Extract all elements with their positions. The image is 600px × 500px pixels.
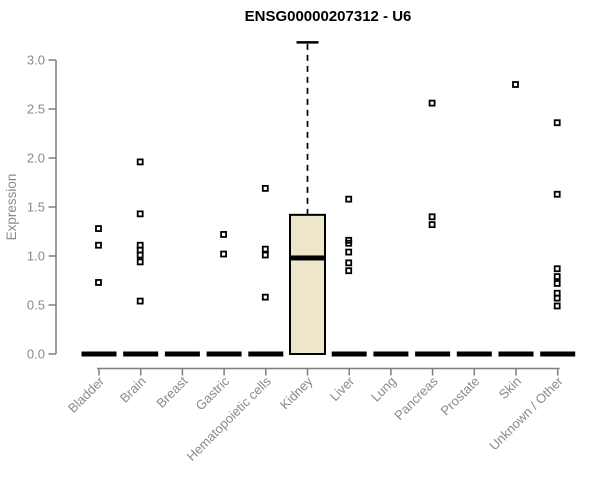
zero-median-bar	[123, 351, 159, 357]
outlier-point	[428, 99, 436, 107]
y-tick-label: 1.5	[27, 200, 45, 215]
y-axis-label: Expression	[4, 174, 19, 241]
outlier-point	[220, 250, 228, 258]
outlier-point	[428, 221, 436, 229]
zero-median-bar	[456, 351, 492, 357]
x-tick-label: Liver	[327, 373, 358, 404]
outlier-point	[136, 158, 144, 166]
zero-median-bar	[331, 351, 367, 357]
zero-median-bar	[206, 351, 242, 357]
y-tick-label: 3.0	[27, 53, 45, 68]
x-tick-label: Bladder	[65, 373, 108, 416]
y-tick-label: 1.0	[27, 249, 45, 264]
x-tick-label: Unknown / Other	[486, 373, 566, 453]
outlier-point	[261, 293, 269, 301]
outlier-point	[553, 280, 561, 287]
outlier-point	[345, 259, 353, 267]
zero-median-bar	[498, 351, 534, 357]
outlier-point	[136, 258, 144, 266]
outlier-point	[136, 251, 144, 259]
x-tick-label: Skin	[496, 374, 524, 402]
outlier-point	[553, 273, 561, 280]
zero-median-bar	[81, 351, 117, 357]
x-tick-label: Prostate	[438, 374, 483, 419]
x-tick-label: Kidney	[277, 373, 316, 412]
x-tick-label: Brain	[117, 374, 149, 406]
outlier-point	[136, 297, 144, 305]
chart-title: ENSG00000207312 - U6	[245, 8, 412, 25]
outlier-point	[95, 279, 102, 286]
outlier-point	[345, 195, 353, 203]
outlier-point	[553, 190, 561, 198]
outlier-point	[136, 210, 144, 218]
zero-median-bar	[540, 351, 576, 357]
outlier-point	[345, 239, 353, 247]
y-tick-label: 2.0	[27, 151, 45, 166]
outlier-point	[553, 119, 561, 127]
outlier-point	[553, 302, 561, 310]
outlier-point	[553, 265, 561, 273]
outlier-point	[261, 184, 269, 192]
outlier-point	[512, 81, 519, 88]
x-tick-label: Gastric	[193, 373, 233, 413]
zero-median-bar	[164, 351, 200, 357]
y-tick-label: 0.5	[27, 298, 45, 313]
outlier-point	[553, 294, 561, 302]
chart-root: 0.0 0.5 1.0 1.5 2.0 2.5 3.0 Bladder Brain Breast G…	[27, 41, 576, 464]
box-median	[290, 255, 325, 261]
y-tick-label: 2.5	[27, 102, 45, 117]
zero-median-bar	[248, 351, 284, 357]
y-tick-label: 0.0	[27, 347, 45, 362]
outlier-point	[261, 245, 269, 253]
outlier-point	[428, 213, 436, 221]
x-tick-label: Pancreas	[391, 373, 441, 423]
x-tick-label: Lung	[368, 374, 399, 405]
outlier-point	[95, 225, 102, 232]
outlier-point	[345, 267, 353, 275]
box-iqr	[289, 213, 326, 355]
outlier-point	[261, 251, 269, 259]
zero-median-bar	[415, 351, 451, 357]
zero-median-bar	[373, 351, 409, 357]
outlier-point	[95, 241, 102, 249]
outlier-point	[345, 248, 353, 256]
x-tick-label: Breast	[153, 373, 190, 410]
outlier-point	[220, 231, 228, 238]
